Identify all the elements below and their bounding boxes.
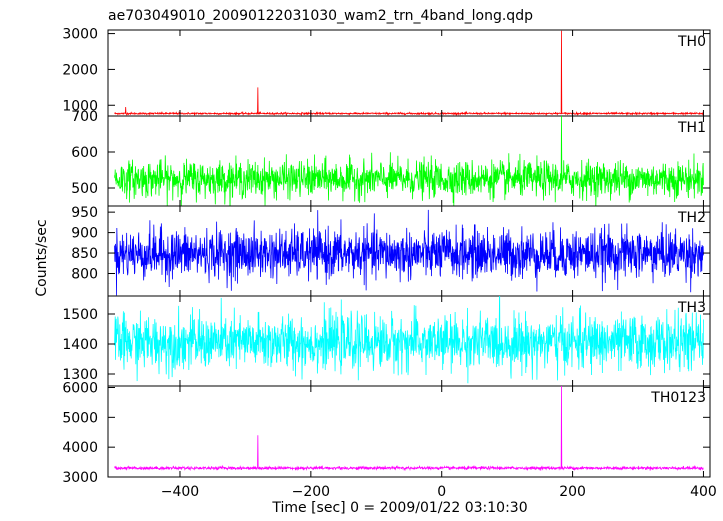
y-tick-label: 800 xyxy=(71,267,98,283)
y-tick-label: 500 xyxy=(71,181,98,197)
y-tick-label: 1000 xyxy=(62,98,98,114)
series-line-th2 xyxy=(114,209,704,296)
y-tick-label: 2000 xyxy=(62,62,98,78)
panel-th0123: 3000 4000 5000 6000 TH0123 xyxy=(62,380,711,486)
panel-name-label: TH1 xyxy=(677,120,706,136)
panel-name-label: TH0123 xyxy=(650,390,706,406)
panel-th3: 1300 1400 1500 TH3 xyxy=(62,295,711,387)
y-axis-label: Counts/sec xyxy=(34,219,50,296)
y-tick-label: 950 xyxy=(71,205,98,221)
y-tick-label: 6000 xyxy=(62,380,98,396)
panel-th1: 500 600 700 TH1 xyxy=(71,109,711,207)
y-tick-label: 5000 xyxy=(62,410,98,426)
y-tick-label: 900 xyxy=(71,226,98,242)
panel-th2: 800 850 900 950 TH2 xyxy=(71,205,711,297)
series-line-th0123 xyxy=(114,386,704,472)
x-tick-label: 200 xyxy=(559,484,586,500)
x-tick-label: −400 xyxy=(161,484,199,500)
y-tick-label: 3000 xyxy=(62,27,98,43)
x-tick-label: 400 xyxy=(690,484,717,500)
panel-frame xyxy=(107,29,711,117)
y-tick-label: 600 xyxy=(71,145,98,161)
y-tick-label: 4000 xyxy=(62,440,98,456)
y-tick-label: 1300 xyxy=(62,367,98,383)
x-tick-label: 0 xyxy=(437,484,446,500)
panel-name-label: TH3 xyxy=(677,300,706,316)
y-tick-label: 1400 xyxy=(62,337,98,353)
panel-frame xyxy=(107,385,711,478)
series-line-th1 xyxy=(114,116,704,206)
panel-name-label: TH2 xyxy=(677,210,706,226)
series-line-th0 xyxy=(114,30,704,116)
x-tick-label: −200 xyxy=(292,484,330,500)
panel-name-label: TH0 xyxy=(677,34,706,50)
x-axis-label: Time [sec] 0 = 2009/01/22 03:10:30 xyxy=(271,500,527,516)
y-tick-label: 850 xyxy=(71,246,98,262)
chart-title: ae703049010_20090122031030_wam2_trn_4ban… xyxy=(108,8,533,24)
series-line-th3 xyxy=(114,296,704,384)
panel-th0: 1000 2000 3000 TH0 xyxy=(62,27,711,117)
y-tick-label: 1500 xyxy=(62,307,98,323)
y-tick-label: 3000 xyxy=(62,470,98,486)
y-tick-label: 700 xyxy=(71,109,98,125)
